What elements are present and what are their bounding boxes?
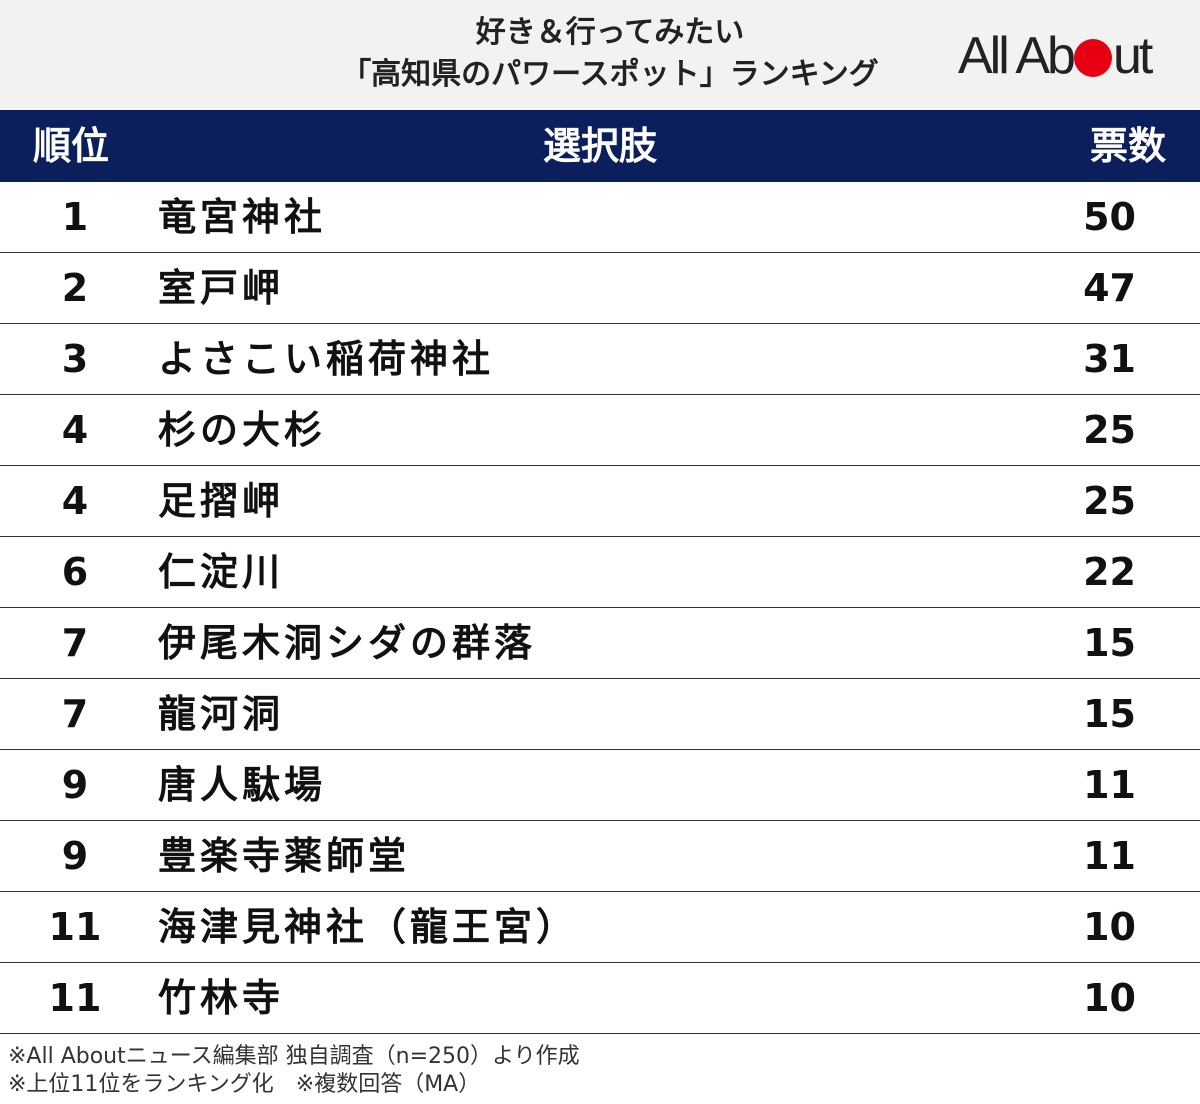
rank-cell: 4 [61,479,89,523]
choice-cell: 杉の大杉 [158,408,327,452]
rank-cell: 11 [48,976,102,1020]
table-row: 2 室戸岬 47 [0,253,1200,324]
rank-cell: 7 [61,692,89,736]
table-row: 11 竹林寺 10 [0,963,1200,1034]
column-header-rank: 順位 [33,124,110,168]
logo-text-right: ut [1112,27,1153,85]
table-row: 9 唐人駄場 11 [0,750,1200,821]
choice-cell: 豊楽寺薬師堂 [158,834,411,878]
footnote-2: ※上位11位をランキング化 ※複数回答（MA） [8,1072,481,1097]
choice-cell: 伊尾木洞シダの群落 [158,621,537,665]
rank-cell: 9 [61,834,89,878]
header: 好き＆行ってみたい 「高知県のパワースポット」ランキング All Ab ut [0,0,1200,110]
rank-cell: 6 [61,550,89,594]
rank-cell: 2 [61,266,89,310]
table-row: 4 杉の大杉 25 [0,395,1200,466]
votes-cell: 11 [1083,763,1136,807]
votes-cell: 22 [1083,550,1136,594]
table-row: 7 伊尾木洞シダの群落 15 [0,608,1200,679]
votes-cell: 50 [1083,195,1136,239]
column-header-votes: 票数 [1089,124,1166,168]
choice-cell: 海津見神社（龍王宮） [158,905,579,949]
table-row: 6 仁淀川 22 [0,537,1200,608]
column-header-choice: 選択肢 [542,124,657,168]
ranking-table-body: 1 竜宮神社 50 2 室戸岬 47 3 よさこい稲荷神社 31 4 杉の大杉 25 4 足摺岬 25 6 仁淀… [0,182,1200,1034]
rank-cell: 9 [61,763,89,807]
choice-cell: 竹林寺 [158,976,285,1020]
table-row: 1 竜宮神社 50 [0,182,1200,253]
choice-cell: 仁淀川 [158,550,285,594]
title-line-2: 「高知県のパワースポット」ランキング [341,57,879,92]
choice-cell: 竜宮神社 [158,195,327,239]
votes-cell: 25 [1083,408,1136,452]
rank-cell: 7 [61,621,89,665]
rank-cell: 3 [61,337,89,381]
choice-cell: 足摺岬 [158,479,285,523]
page-title: 好き＆行ってみたい 「高知県のパワースポット」ランキング [300,12,920,96]
logo-text-left: All Ab [958,27,1076,85]
votes-cell: 15 [1083,621,1136,665]
choice-cell: よさこい稲荷神社 [158,337,495,381]
votes-cell: 15 [1083,692,1136,736]
choice-cell: 室戸岬 [158,266,285,310]
logo-dot-icon [1073,39,1112,77]
table-header: 選択肢 順位 票数 [0,110,1200,182]
all-about-logo: All Ab ut [958,26,1153,86]
footnotes: ※All Aboutニュース編集部 独自調査（n=250）より作成 ※上位11位… [8,1043,580,1099]
table-row: 3 よさこい稲荷神社 31 [0,324,1200,395]
votes-cell: 10 [1083,905,1136,949]
table-row: 7 龍河洞 15 [0,679,1200,750]
table-row: 4 足摺岬 25 [0,466,1200,537]
rank-cell: 11 [48,905,102,949]
table-row: 11 海津見神社（龍王宮） 10 [0,892,1200,963]
votes-cell: 11 [1083,834,1136,878]
table-row: 9 豊楽寺薬師堂 11 [0,821,1200,892]
rank-cell: 1 [61,195,89,239]
votes-cell: 47 [1083,266,1136,310]
footnote-1: ※All Aboutニュース編集部 独自調査（n=250）より作成 [8,1044,580,1069]
votes-cell: 25 [1083,479,1136,523]
choice-cell: 龍河洞 [158,692,285,736]
title-line-1: 好き＆行ってみたい [475,15,745,50]
votes-cell: 31 [1083,337,1136,381]
rank-cell: 4 [61,408,89,452]
choice-cell: 唐人駄場 [158,763,327,807]
votes-cell: 10 [1083,976,1136,1020]
